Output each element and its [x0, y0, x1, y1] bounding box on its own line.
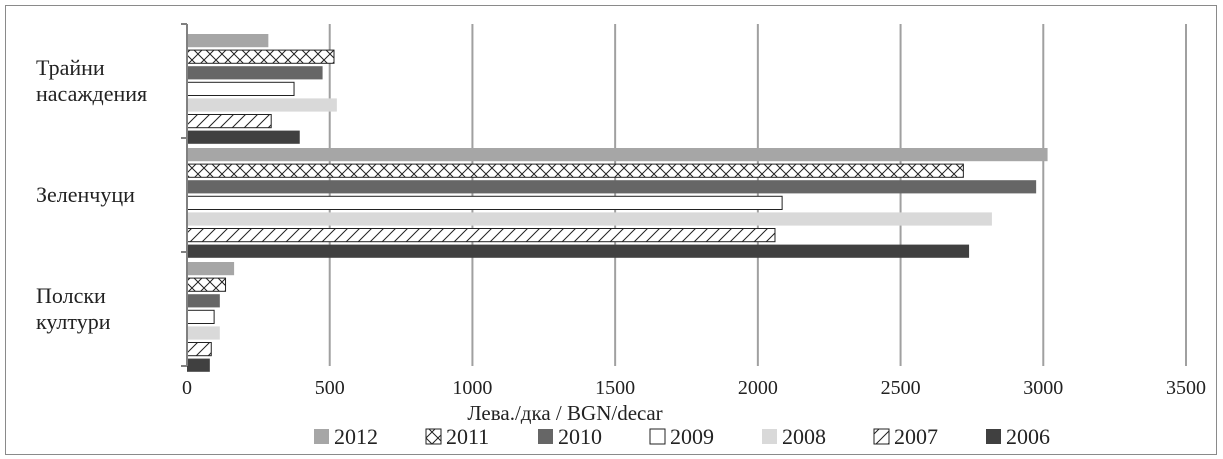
bar-полски-култури-2011: [186, 277, 227, 292]
bar-полски-култури-2012: [187, 262, 235, 276]
x-tick-label-0: 0: [182, 377, 192, 399]
bar-зеленчуци-2007: [186, 228, 776, 243]
legend-swatch-2007: [873, 428, 890, 445]
x-tick-label-3500: 3500: [1166, 377, 1206, 399]
x-tick-label-2000: 2000: [738, 377, 778, 399]
legend-label-2008: 2008: [782, 424, 826, 449]
x-tick-label-3000: 3000: [1023, 377, 1063, 399]
chart-frame: 0 500 1000 1500 2000 2500 3000 3500 Трайни насажд…: [5, 5, 1217, 455]
legend-swatch-2008: [762, 429, 777, 444]
bar-трайни-насаждения-2009: [186, 81, 295, 97]
bar-трайни-насаждения-2006: [187, 130, 300, 144]
x-tick-label-2500: 2500: [881, 377, 921, 399]
legend-swatch-2011: [425, 428, 442, 445]
bar-полски-култури-2009: [186, 309, 215, 324]
labels: 0 500 1000 1500 2000 2500 3000 3500 Трайнинасажд…: [36, 55, 1206, 399]
legend-label-2011: 2011: [446, 424, 489, 449]
category-label-полски-култури-line-1: Полски: [36, 283, 106, 308]
legend-swatch-2012: [314, 429, 329, 444]
bar-трайни-насаждения-2008: [187, 98, 337, 112]
category-label-трайни-насаждения-line-2: насаждения: [36, 81, 147, 106]
bar-зеленчуци-2012: [187, 148, 1048, 162]
legend-label-2012: 2012: [334, 424, 378, 449]
bar-зеленчуци-2010: [187, 180, 1037, 194]
legend-swatch-2006: [986, 429, 1001, 444]
category-label-полски-култури-line-2: култури: [36, 309, 111, 334]
legend-swatch-2009: [649, 428, 666, 445]
bar-полски-култури-2008: [187, 326, 220, 340]
legend-label-2007: 2007: [894, 424, 938, 449]
bar-зеленчуци-2006: [187, 244, 970, 258]
x-tick-label-500: 500: [315, 377, 345, 399]
bar-трайни-насаждения-2010: [187, 66, 323, 80]
legend-label-2006: 2006: [1006, 424, 1050, 449]
x-tick-label-1000: 1000: [452, 377, 492, 399]
x-tick-label-1500: 1500: [595, 377, 635, 399]
bars: [186, 34, 1048, 372]
legend-label-2009: 2009: [670, 424, 714, 449]
bar-полски-култури-2010: [187, 294, 220, 308]
legend-swatch-2010: [538, 429, 553, 444]
x-axis-title: Лева./дка / BGN/decar: [467, 401, 662, 425]
legend-label-2010: 2010: [558, 424, 602, 449]
bar-полски-култури-2007: [186, 342, 212, 357]
axes: [181, 23, 188, 367]
bar-трайни-насаждения-2011: [186, 49, 335, 64]
category-label-зеленчуци: Зеленчуци: [36, 182, 135, 207]
bar-chart: 0 500 1000 1500 2000 2500 3000 3500 Трайнинасажд…: [36, 23, 1206, 449]
legend: 2012 2011 2010 2009 2008 2007 2006: [314, 424, 1050, 449]
bar-трайни-насаждения-2012: [187, 34, 269, 48]
category-label-трайни-насаждения-line-1: Трайни: [36, 55, 105, 80]
bar-трайни-насаждения-2007: [186, 114, 272, 129]
bar-зеленчуци-2011: [186, 163, 964, 178]
bar-зеленчуци-2009: [186, 195, 783, 211]
bar-зеленчуци-2008: [187, 212, 992, 226]
bar-полски-култури-2006: [187, 358, 210, 372]
gridlines: [328, 24, 1187, 366]
